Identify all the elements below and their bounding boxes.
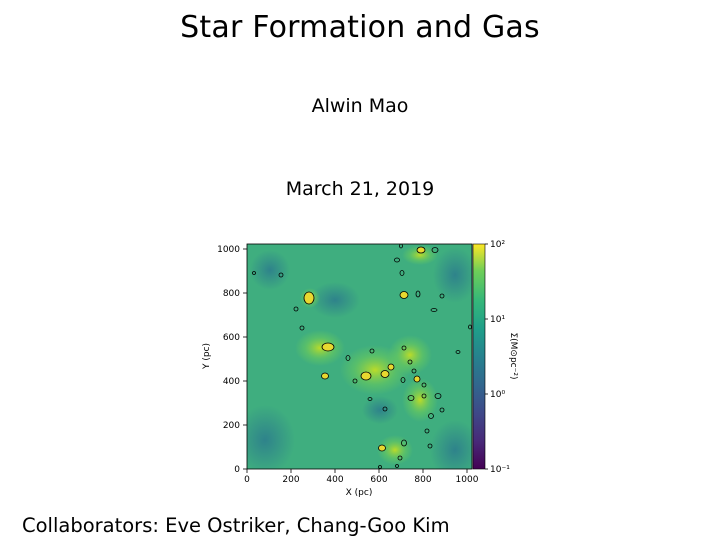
colorbar-tick-label: 10⁰ <box>490 390 505 400</box>
y-tick-label: 400 <box>223 377 240 387</box>
x-tick-label: 800 <box>414 475 431 485</box>
density-map <box>247 244 472 469</box>
y-tick-label: 200 <box>223 421 240 431</box>
colorbar-tick-label: 10⁻¹ <box>490 465 510 475</box>
y-tick-label: 1000 <box>217 245 240 255</box>
collaborators-line: Collaborators: Eve Ostriker, Chang-Goo K… <box>22 514 450 537</box>
y-tick-labels: 0 200 400 600 800 1000 <box>217 245 240 475</box>
colorbar-label: Σ(M⊙pc⁻²) <box>508 332 518 379</box>
colorbar-tick-label: 10¹ <box>490 315 505 325</box>
axis-ticks <box>243 248 468 473</box>
x-tick-label: 600 <box>370 475 387 485</box>
colorbar-tick-label: 10² <box>490 240 505 250</box>
x-tick-labels: 0 200 400 600 800 1000 <box>244 475 479 485</box>
y-tick-label: 0 <box>234 465 240 475</box>
y-axis-label: Y (pc) <box>202 343 212 370</box>
colorbar-tick-labels: 10⁻¹ 10⁰ 10¹ 10² <box>490 240 510 475</box>
colorbar-ticks <box>485 243 488 470</box>
presentation-date: March 21, 2019 <box>285 178 435 200</box>
colorbar <box>472 243 486 470</box>
x-tick-label: 200 <box>282 475 299 485</box>
x-axis-label: X (pc) <box>346 488 373 498</box>
x-tick-label: 1000 <box>456 475 479 485</box>
y-tick-label: 800 <box>223 289 240 299</box>
slide-title: Star Formation and Gas <box>180 10 540 45</box>
author-name: Alwin Mao <box>311 95 409 117</box>
plot-frame <box>246 243 473 470</box>
y-tick-label: 600 <box>223 333 240 343</box>
x-tick-label: 0 <box>244 475 250 485</box>
x-tick-label: 400 <box>326 475 343 485</box>
